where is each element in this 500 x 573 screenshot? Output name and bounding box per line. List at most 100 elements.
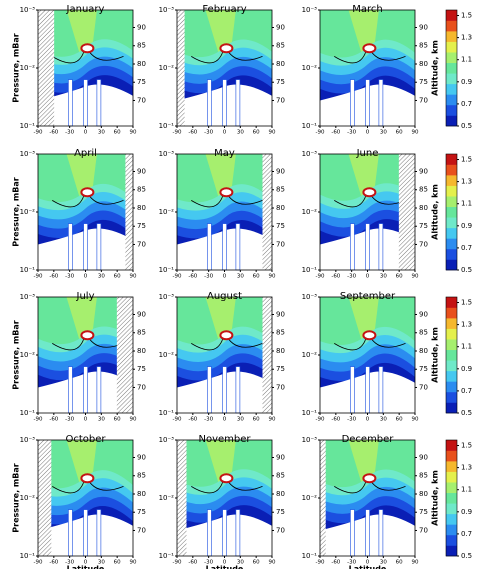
- x-tick-label: -60: [49, 417, 58, 423]
- y2-tick-label: 80: [276, 347, 285, 355]
- field: [365, 79, 370, 127]
- y2-tick-label: 75: [419, 508, 428, 516]
- y2-tick-label: 80: [137, 60, 146, 68]
- field: [350, 366, 355, 414]
- x-tick-label: 60: [114, 560, 121, 566]
- field: [222, 79, 227, 127]
- y-axis-label: Pressure, mBar: [12, 33, 21, 102]
- field: [96, 79, 102, 127]
- x-tick-label: 60: [396, 274, 403, 280]
- field: [378, 509, 384, 557]
- y-tick-label: 10⁻¹: [159, 552, 175, 560]
- panel-title: February: [202, 4, 246, 15]
- y2-tick-label: 85: [419, 329, 428, 337]
- x-tick-label: 60: [114, 274, 121, 280]
- field: [350, 509, 355, 557]
- field: [362, 43, 377, 54]
- y-tick-label: 10⁻³: [302, 436, 318, 444]
- x-tick-label: 0: [223, 130, 227, 136]
- colorbar-tick-label: 0.7: [461, 100, 472, 108]
- y-tick-label: 10⁻³: [20, 293, 36, 301]
- x-tick-label: -30: [65, 560, 74, 566]
- x-tick-label: -90: [34, 274, 43, 280]
- x-tick-label: 30: [98, 274, 105, 280]
- y2-tick-label: 90: [276, 24, 285, 32]
- x-tick-label: 30: [380, 417, 387, 423]
- x-tick-label: 0: [366, 274, 370, 280]
- x-tick-label: 90: [130, 130, 137, 136]
- panel: January -90 -60 -30 0 30 60 90 10⁻³ 10⁻² 10⁻¹ 70 75 8…: [12, 4, 146, 136]
- colorbar-swatch: [446, 349, 457, 361]
- x-tick-label: 30: [98, 417, 105, 423]
- field: [68, 79, 73, 127]
- field: [80, 473, 95, 484]
- y-tick-label: 10⁻¹: [302, 552, 318, 560]
- x-tick-label: 90: [412, 274, 419, 280]
- x-tick-label: 90: [130, 560, 137, 566]
- field: [83, 223, 88, 271]
- y2-tick-label: 85: [419, 186, 428, 194]
- y2-tick-label: 85: [419, 42, 428, 50]
- y2-tick-label: 90: [137, 311, 146, 319]
- x-tick-label: -30: [204, 130, 213, 136]
- x-tick-label: -60: [331, 130, 340, 136]
- x-tick-label: -90: [316, 417, 325, 423]
- field: [80, 43, 95, 54]
- panel: August -90 -60 -30 0 30 60 90 10⁻³ 10⁻² 10⁻¹ 70 75 80…: [159, 291, 285, 423]
- colorbar-tick-label: 0.7: [461, 244, 472, 252]
- colorbar-frame: [445, 439, 458, 557]
- y2-tick-label: 75: [276, 78, 285, 86]
- x-axis-label: Latitude: [349, 565, 387, 570]
- colorbar-swatch: [446, 297, 457, 308]
- y2-tick-label: 90: [137, 24, 146, 32]
- field: [222, 366, 227, 414]
- y-tick-label: 10⁻²: [20, 64, 36, 72]
- y2-tick-label: 70: [276, 96, 285, 104]
- field: [365, 223, 370, 271]
- field: [362, 187, 377, 198]
- colorbar-tick-label: 0.9: [461, 365, 472, 373]
- y-tick-label: 10⁻¹: [20, 122, 36, 130]
- x-tick-label: -90: [316, 274, 325, 280]
- y-tick-label: 10⁻²: [302, 64, 318, 72]
- x-tick-label: 60: [114, 130, 121, 136]
- x-tick-label: -30: [347, 560, 356, 566]
- x-tick-label: -30: [65, 274, 74, 280]
- x-tick-label: 90: [412, 417, 419, 423]
- panel: May -90 -60 -30 0 30 60 90 10⁻³ 10⁻² 10⁻¹ 70 75 80 85 9…: [159, 148, 285, 280]
- colorbar-tick-label: 0.9: [461, 508, 472, 516]
- x-tick-label: -30: [347, 417, 356, 423]
- panel: April -90 -60 -30 0 30 60 90 10⁻³ 10⁻² 10⁻¹ 70 75 80 8…: [12, 148, 146, 280]
- y2-tick-label: 80: [276, 60, 285, 68]
- colorbar-frame: [445, 153, 458, 271]
- colorbar-swatch: [446, 175, 457, 186]
- field: [219, 330, 234, 341]
- panel: June -90 -60 -30 0 30 60 90 10⁻³ 10⁻² 10⁻¹ 70 75 80 85…: [302, 148, 473, 280]
- x-tick-label: -60: [49, 560, 58, 566]
- panel: October -90 -60 -30 0 30 60 90 10⁻³ 10⁻² 10⁻¹ 70 75 8…: [12, 434, 146, 573]
- x-tick-label: -60: [331, 274, 340, 280]
- colorbar-swatch: [446, 503, 457, 515]
- colorbar-tick-label: 0.9: [461, 222, 472, 230]
- x-tick-label: 60: [253, 560, 260, 566]
- field: [68, 366, 73, 414]
- y-tick-label: 10⁻¹: [302, 266, 318, 274]
- y2-tick-label: 85: [137, 472, 146, 480]
- colorbar-swatch: [446, 10, 457, 21]
- x-tick-label: -90: [34, 560, 43, 566]
- y2-axis-label: Altitude, km: [431, 184, 440, 240]
- field: [96, 509, 102, 557]
- x-tick-label: 30: [237, 130, 244, 136]
- panel-title: August: [207, 291, 242, 302]
- panel-title: December: [342, 434, 395, 445]
- colorbar-swatch: [446, 259, 457, 271]
- colorbar-swatch: [446, 360, 457, 372]
- colorbar-tick-label: 1.5: [461, 156, 472, 164]
- y2-tick-label: 70: [419, 240, 428, 248]
- y2-tick-label: 70: [137, 383, 146, 391]
- x-tick-label: -60: [188, 417, 197, 423]
- field: [235, 79, 241, 127]
- colorbar-swatch: [446, 524, 457, 536]
- panel-title: October: [65, 434, 106, 445]
